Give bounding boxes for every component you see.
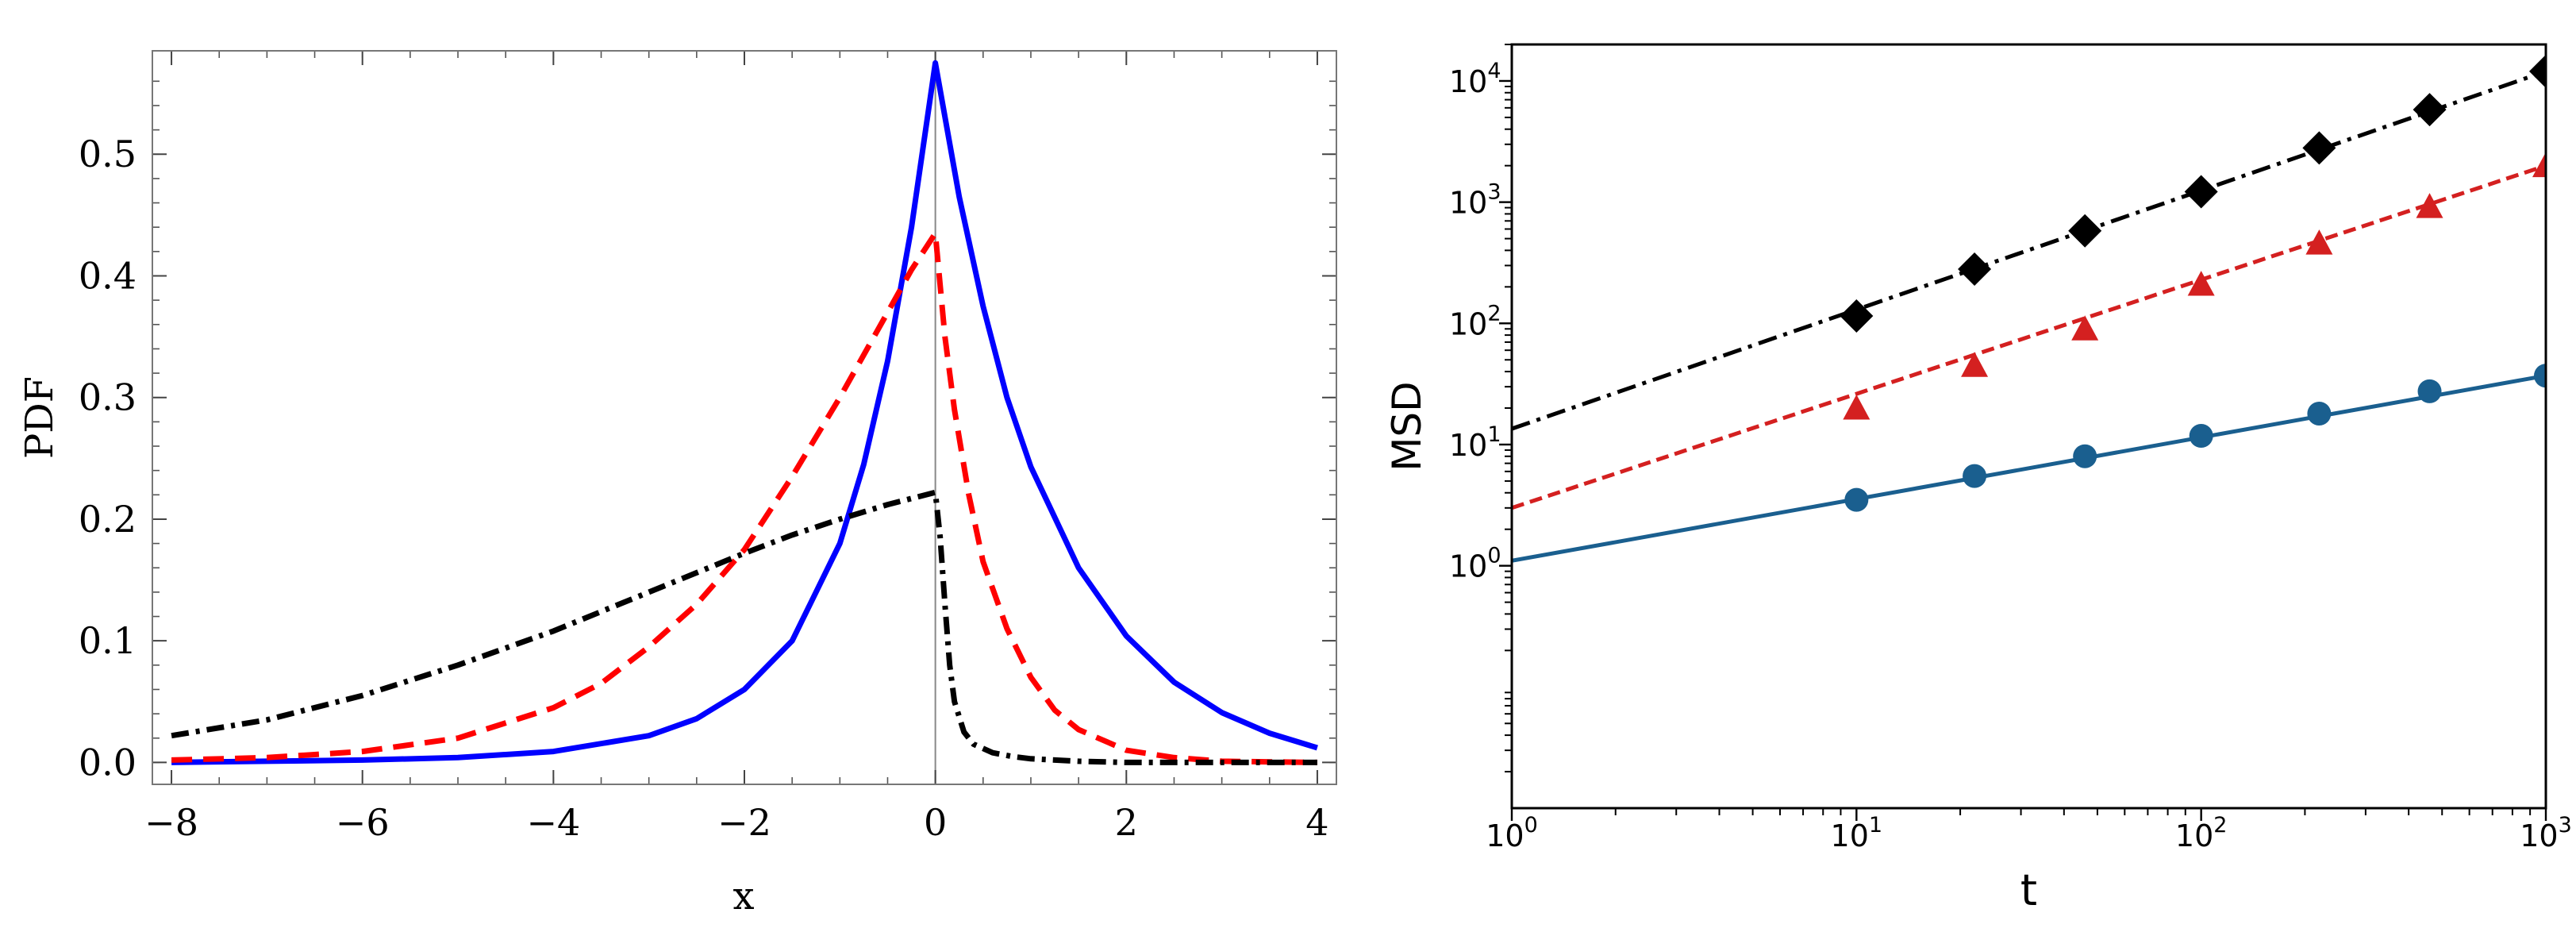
right-series-group <box>1512 152 2546 510</box>
left-x-tick-label: −6 <box>336 801 390 844</box>
right-y-tick-exponent: 4 <box>1487 59 1501 83</box>
left-y-tick-label: 0.4 <box>79 254 136 297</box>
left-x-tick-label: −8 <box>144 801 198 844</box>
left-series-dashed <box>171 230 1317 765</box>
left-panel-pdf-chart: −8 −6 −4 −2 0 2 4 0.0 0.1 0.2 0.3 0.4 0.5 x PDF <box>17 50 1337 919</box>
right-x-tick-exponent: 1 <box>1869 813 1882 838</box>
right-y-tick-label: 103 <box>1449 180 1501 221</box>
right-circle-marker <box>2307 402 2332 426</box>
right-x-tick-exponent: 3 <box>2559 813 2572 838</box>
right-x-axis-label: t <box>2020 865 2037 915</box>
left-x-tick-label: 2 <box>1115 801 1138 844</box>
left-y-tick-label: 0.1 <box>79 619 136 662</box>
left-x-axis-label: x <box>732 874 754 919</box>
right-diamond-marker <box>2184 175 2218 209</box>
right-diamond-marker <box>2413 93 2447 127</box>
right-triangle-marker <box>1843 395 1870 420</box>
left-x-tick-label: 0 <box>924 801 947 844</box>
right-plot-frame <box>1510 43 2547 810</box>
left-plot-frame <box>152 50 1337 785</box>
right-triangle-marker <box>1961 352 1989 377</box>
right-y-tick-exponent: 0 <box>1487 544 1501 568</box>
right-circle-marker <box>2534 364 2546 388</box>
right-diamond-marker <box>1958 252 1992 287</box>
right-circle-marker <box>1844 487 1869 512</box>
right-diamond-marker <box>2068 214 2102 248</box>
right-y-tick-label: 104 <box>1449 59 1501 99</box>
left-series-dashdot <box>171 489 1317 765</box>
right-triangle-marker <box>2071 315 2099 341</box>
right-y-axis-label: MSD <box>1384 381 1430 471</box>
right-triangle-marker <box>2305 229 2333 255</box>
right-diamond-marker <box>2302 131 2336 165</box>
right-triangle-marker <box>2416 193 2443 218</box>
right-fit-line-dashdot <box>1512 69 2546 431</box>
left-y-tick-label: 0.5 <box>79 133 136 175</box>
right-y-tick-exponent: 2 <box>1487 301 1501 325</box>
right-y-tick-exponent: 1 <box>1487 422 1501 447</box>
right-fit-line-dashed <box>1512 164 2546 510</box>
left-y-tick-label: 0.0 <box>79 741 136 784</box>
left-y-tick-label: 0.2 <box>79 498 136 541</box>
left-y-axis-label: PDF <box>17 376 62 459</box>
right-series-group <box>1512 54 2546 431</box>
right-diamond-marker <box>2529 54 2546 88</box>
right-circle-marker <box>2189 424 2213 449</box>
left-x-tick-label: −4 <box>526 801 580 844</box>
left-x-tick-label: 4 <box>1305 801 1328 844</box>
right-triangle-marker <box>2532 152 2546 178</box>
left-y-tick-label: 0.3 <box>79 376 136 419</box>
right-circle-marker <box>2417 379 2442 403</box>
right-x-tick-exponent: 0 <box>1524 813 1538 838</box>
right-x-tick-exponent: 2 <box>2213 813 2227 838</box>
right-circle-marker <box>2073 444 2097 468</box>
right-x-tick-label: 102 <box>2175 813 2228 853</box>
right-triangle-marker <box>2187 271 2215 296</box>
left-x-tick-label: −2 <box>717 801 771 844</box>
right-y-tick-exponent: 3 <box>1487 180 1501 205</box>
right-fit-line-solid <box>1512 373 2546 563</box>
right-circle-marker <box>1963 464 1987 488</box>
right-series-group <box>1512 364 2546 563</box>
right-diamond-marker <box>1840 299 1874 333</box>
